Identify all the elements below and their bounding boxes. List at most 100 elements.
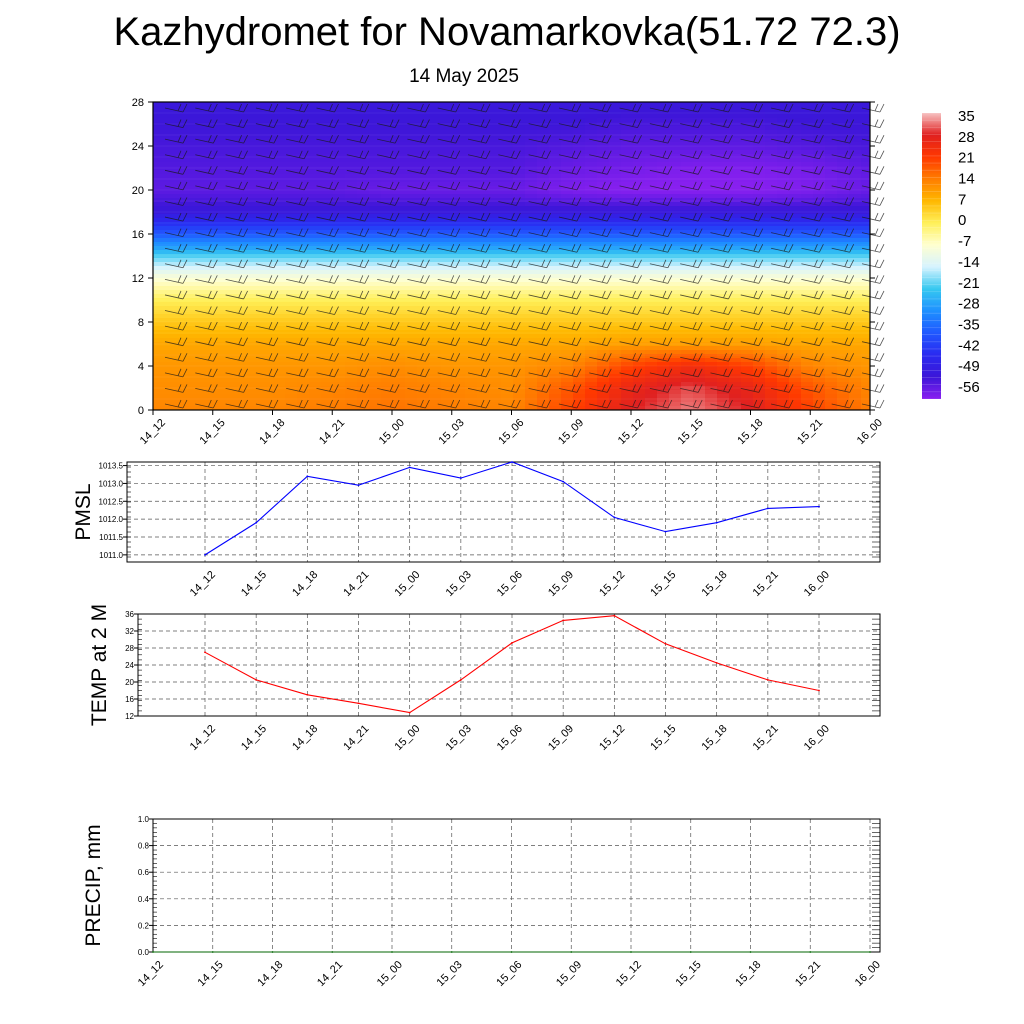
heatmap-cell (465, 146, 478, 151)
heatmap-cell (309, 122, 322, 127)
heatmap-cell (165, 102, 178, 107)
heatmap-cell (381, 218, 394, 223)
heatmap-cell (777, 178, 790, 183)
heatmap-cell (333, 366, 346, 371)
heatmap-cell (813, 366, 826, 371)
heatmap-cell (753, 126, 766, 131)
heatmap-cell (657, 190, 670, 195)
heatmap-cell (501, 266, 514, 271)
heatmap-cell (621, 122, 634, 127)
heatmap-cell (561, 166, 574, 171)
heatmap-cell (297, 106, 310, 111)
heatmap-cell (645, 214, 658, 219)
heatmap-cell (213, 238, 226, 243)
heatmap-cell (537, 110, 550, 115)
wind-barb (164, 181, 188, 191)
heatmap-cell (393, 118, 406, 123)
heatmap-cell (381, 242, 394, 247)
heatmap-cell (249, 330, 262, 335)
heatmap-cell (309, 238, 322, 243)
heatmap-cell (417, 338, 430, 343)
heatmap-cell (465, 266, 478, 271)
heatmap-cell (249, 154, 262, 159)
heatmap-cell (489, 302, 502, 307)
heatmap-cell (657, 158, 670, 163)
heatmap-cell (393, 338, 406, 343)
heatmap-cell (717, 378, 730, 383)
heatmap-cell (597, 102, 610, 107)
heatmap-cell (813, 350, 826, 355)
heatmap-cell (381, 278, 394, 283)
heatmap-cell (453, 138, 466, 143)
heatmap-cell (645, 274, 658, 279)
heatmap-cell (165, 406, 178, 411)
heatmap-cell (669, 386, 682, 391)
heatmap-cell (573, 366, 586, 371)
heatmap-cell (585, 158, 598, 163)
heatmap-cell (345, 258, 358, 263)
heatmap-cell (501, 142, 514, 147)
wind-barb (346, 259, 370, 269)
heatmap-cell (789, 202, 802, 207)
heatmap-cell (201, 294, 214, 299)
heatmap-cell (333, 402, 346, 407)
heatmap-cell (609, 170, 622, 175)
heatmap-cell (225, 162, 238, 167)
heatmap-cell (585, 334, 598, 339)
heatmap-cell (153, 250, 166, 255)
heatmap-cell (645, 254, 658, 259)
heatmap-cell (693, 238, 706, 243)
heatmap-cell (501, 342, 514, 347)
heatmap-cell (657, 130, 670, 135)
heatmap-cell (669, 402, 682, 407)
heatmap-cell (189, 310, 202, 315)
heatmap-cell (453, 366, 466, 371)
heatmap-cell (693, 142, 706, 147)
heatmap-cell (777, 206, 790, 211)
heatmap-cell (261, 338, 274, 343)
heatmap-cell (693, 222, 706, 227)
heatmap-cell (849, 322, 862, 327)
wind-barb (649, 290, 673, 300)
heatmap-cell (189, 162, 202, 167)
wind-barb (619, 399, 642, 409)
wind-barb (407, 212, 430, 222)
heatmap-cell (825, 286, 838, 291)
heatmap-cell (297, 266, 310, 271)
heatmap-cell (441, 338, 454, 343)
heatmap-cell (825, 122, 838, 127)
heatmap-cell (297, 346, 310, 351)
wind-barb (498, 337, 521, 347)
heatmap-cell (621, 118, 634, 123)
heatmap-cell (801, 226, 814, 231)
heatmap-cell (369, 198, 382, 203)
heatmap-cell (333, 154, 346, 159)
heatmap-cell (705, 394, 718, 399)
heatmap-cell (609, 194, 622, 199)
heatmap-cell (609, 298, 622, 303)
heatmap-cell (165, 170, 178, 175)
heatmap-cell (345, 150, 358, 155)
heatmap-cell (429, 386, 442, 391)
heatmap-cell (453, 246, 466, 251)
heatmap-cell (213, 326, 226, 331)
heatmap-cell (669, 326, 682, 331)
heatmap-cell (429, 186, 442, 191)
heatmap-cell (189, 346, 202, 351)
heatmap-cell (369, 214, 382, 219)
heatmap-cell (273, 358, 286, 363)
heatmap-cell (801, 358, 814, 363)
heatmap-cell (717, 214, 730, 219)
heatmap-cell (537, 162, 550, 167)
wind-barb (255, 228, 279, 238)
heatmap-cell (441, 346, 454, 351)
heatmap-cell (321, 214, 334, 219)
heatmap-cell (717, 134, 730, 139)
heatmap-cell (741, 338, 754, 343)
heatmap-cell (393, 166, 406, 171)
heatmap-cell (261, 218, 274, 223)
heatmap-cell (741, 330, 754, 335)
heatmap-cell (693, 314, 706, 319)
heatmap-cell (477, 262, 490, 267)
heatmap-cell (165, 342, 178, 347)
